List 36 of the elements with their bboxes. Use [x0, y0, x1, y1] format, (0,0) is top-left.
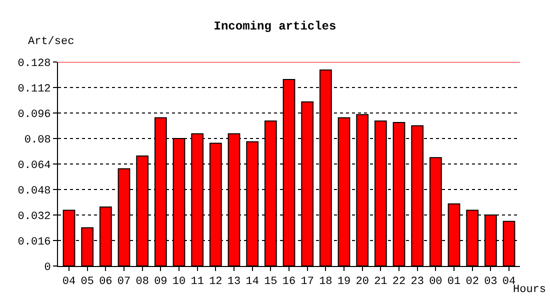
x-tick-label: 11 — [190, 276, 204, 288]
x-tick-label: 01 — [447, 276, 461, 288]
x-tick-label: 13 — [227, 276, 241, 288]
x-tick-label: 15 — [264, 276, 278, 288]
x-axis-title: Hours — [513, 284, 546, 296]
x-tick-label: 09 — [154, 276, 168, 288]
x-tick-label: 08 — [136, 276, 149, 288]
x-tick-label: 12 — [209, 276, 222, 288]
x-tick-label: 05 — [80, 276, 94, 288]
x-tick-label: 21 — [374, 276, 388, 288]
y-tick-label: 0.08 — [24, 134, 51, 146]
x-tick-label: 06 — [99, 276, 112, 288]
y-axis-title: Art/sec — [28, 36, 74, 48]
x-tick-label: 18 — [319, 276, 332, 288]
y-tick-label: 0.032 — [18, 210, 51, 223]
x-tick-label: 19 — [337, 276, 351, 288]
y-tick-label: 0 — [44, 262, 51, 274]
x-tick-label: 23 — [410, 276, 424, 288]
y-tick-label: 0.128 — [18, 58, 51, 70]
x-tick-label: 07 — [117, 276, 131, 288]
x-tick-label: 03 — [484, 276, 498, 288]
x-tick-label: 17 — [300, 276, 314, 288]
chart-title: Incoming articles — [214, 19, 336, 34]
x-tick-label: 10 — [172, 276, 186, 288]
y-tick-label: 0.064 — [18, 160, 52, 172]
x-tick-label: 16 — [282, 276, 296, 288]
x-tick-label: 22 — [392, 276, 406, 288]
x-tick-label: 14 — [246, 276, 260, 288]
x-tick-label: 02 — [466, 276, 479, 288]
y-tick-label: 0.096 — [18, 108, 51, 121]
y-tick-label: 0.112 — [18, 83, 51, 96]
y-tick-label: 0.016 — [18, 236, 51, 248]
y-tick-label: 0.048 — [18, 185, 51, 198]
x-tick-label: 00 — [429, 276, 442, 288]
x-tick-label: 20 — [356, 276, 369, 288]
x-tick-label: 04 — [62, 276, 76, 288]
